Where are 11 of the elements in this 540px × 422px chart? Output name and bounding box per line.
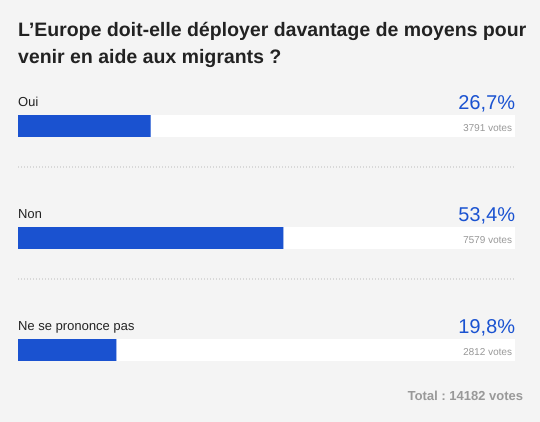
- y-tick-label: Ne se prononce pas: [18, 318, 135, 333]
- y-tick-label: Non: [18, 206, 42, 221]
- data-label: 53,4%: [458, 204, 516, 226]
- annotation: 2812 votes: [463, 347, 512, 358]
- text: Total : 14182 votes: [408, 388, 523, 403]
- y-tick-label: Oui: [18, 94, 38, 109]
- chart-title: L’Europe doit-elle déployer davantage de moyens pour venir en aide aux migrants ?: [18, 19, 527, 68]
- annotation: 3791 votes: [463, 123, 512, 134]
- data-label: 19,8%: [458, 316, 516, 338]
- annotation: 7579 votes: [463, 235, 512, 246]
- data-label: 26,7%: [458, 92, 516, 114]
